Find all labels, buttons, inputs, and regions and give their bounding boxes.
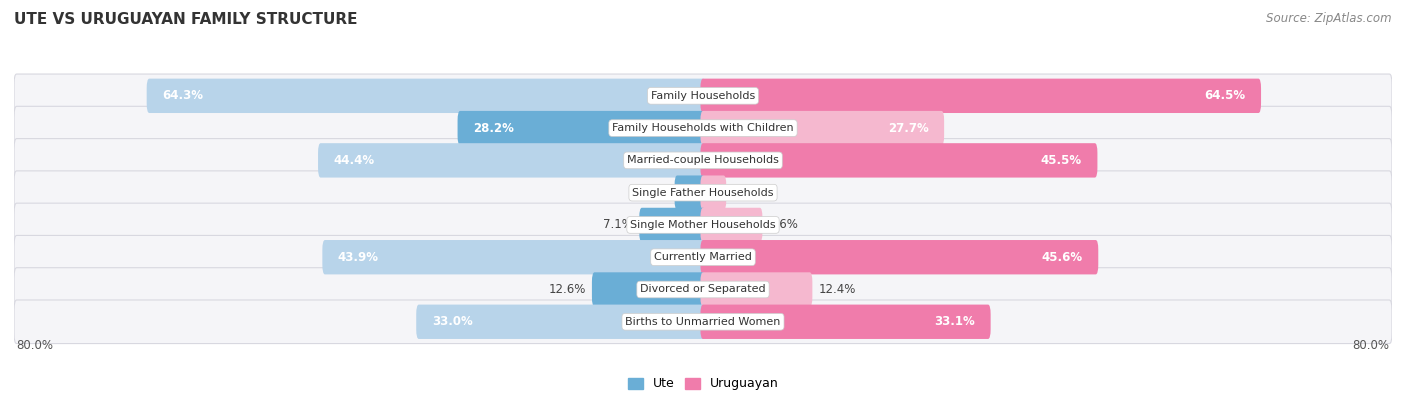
FancyBboxPatch shape xyxy=(592,272,706,307)
Text: Single Mother Households: Single Mother Households xyxy=(630,220,776,230)
Text: 12.4%: 12.4% xyxy=(818,283,856,296)
FancyBboxPatch shape xyxy=(14,300,1392,344)
Text: 6.6%: 6.6% xyxy=(769,218,799,231)
Text: Single Father Households: Single Father Households xyxy=(633,188,773,198)
FancyBboxPatch shape xyxy=(675,175,706,210)
Text: 2.4%: 2.4% xyxy=(733,186,762,199)
FancyBboxPatch shape xyxy=(457,111,706,145)
Text: UTE VS URUGUAYAN FAMILY STRUCTURE: UTE VS URUGUAYAN FAMILY STRUCTURE xyxy=(14,12,357,27)
Text: 80.0%: 80.0% xyxy=(1353,339,1389,352)
Text: 7.1%: 7.1% xyxy=(603,218,633,231)
FancyBboxPatch shape xyxy=(146,79,706,113)
FancyBboxPatch shape xyxy=(14,171,1392,214)
FancyBboxPatch shape xyxy=(14,235,1392,279)
Text: 64.5%: 64.5% xyxy=(1205,89,1246,102)
FancyBboxPatch shape xyxy=(322,240,706,275)
Text: 33.1%: 33.1% xyxy=(935,315,976,328)
FancyBboxPatch shape xyxy=(700,143,1098,178)
FancyBboxPatch shape xyxy=(640,208,706,242)
Text: 45.6%: 45.6% xyxy=(1042,251,1083,264)
FancyBboxPatch shape xyxy=(700,175,727,210)
FancyBboxPatch shape xyxy=(318,143,706,178)
FancyBboxPatch shape xyxy=(14,139,1392,182)
Text: 28.2%: 28.2% xyxy=(472,122,515,135)
Text: 3.0%: 3.0% xyxy=(638,186,669,199)
FancyBboxPatch shape xyxy=(14,268,1392,311)
FancyBboxPatch shape xyxy=(416,305,706,339)
Legend: Ute, Uruguayan: Ute, Uruguayan xyxy=(623,372,783,395)
Text: 27.7%: 27.7% xyxy=(887,122,928,135)
FancyBboxPatch shape xyxy=(14,106,1392,150)
Text: 12.6%: 12.6% xyxy=(548,283,586,296)
Text: 80.0%: 80.0% xyxy=(17,339,53,352)
Text: Source: ZipAtlas.com: Source: ZipAtlas.com xyxy=(1267,12,1392,25)
FancyBboxPatch shape xyxy=(700,111,945,145)
Text: 64.3%: 64.3% xyxy=(162,89,204,102)
FancyBboxPatch shape xyxy=(14,203,1392,247)
Text: 33.0%: 33.0% xyxy=(432,315,472,328)
FancyBboxPatch shape xyxy=(700,272,813,307)
Text: Currently Married: Currently Married xyxy=(654,252,752,262)
Text: Family Households with Children: Family Households with Children xyxy=(612,123,794,133)
FancyBboxPatch shape xyxy=(700,240,1098,275)
FancyBboxPatch shape xyxy=(700,305,991,339)
Text: 45.5%: 45.5% xyxy=(1040,154,1083,167)
Text: Births to Unmarried Women: Births to Unmarried Women xyxy=(626,317,780,327)
Text: Family Households: Family Households xyxy=(651,91,755,101)
Text: Divorced or Separated: Divorced or Separated xyxy=(640,284,766,295)
Text: 44.4%: 44.4% xyxy=(333,154,374,167)
Text: Married-couple Households: Married-couple Households xyxy=(627,155,779,166)
FancyBboxPatch shape xyxy=(14,74,1392,118)
FancyBboxPatch shape xyxy=(700,79,1261,113)
FancyBboxPatch shape xyxy=(700,208,762,242)
Text: 43.9%: 43.9% xyxy=(337,251,378,264)
